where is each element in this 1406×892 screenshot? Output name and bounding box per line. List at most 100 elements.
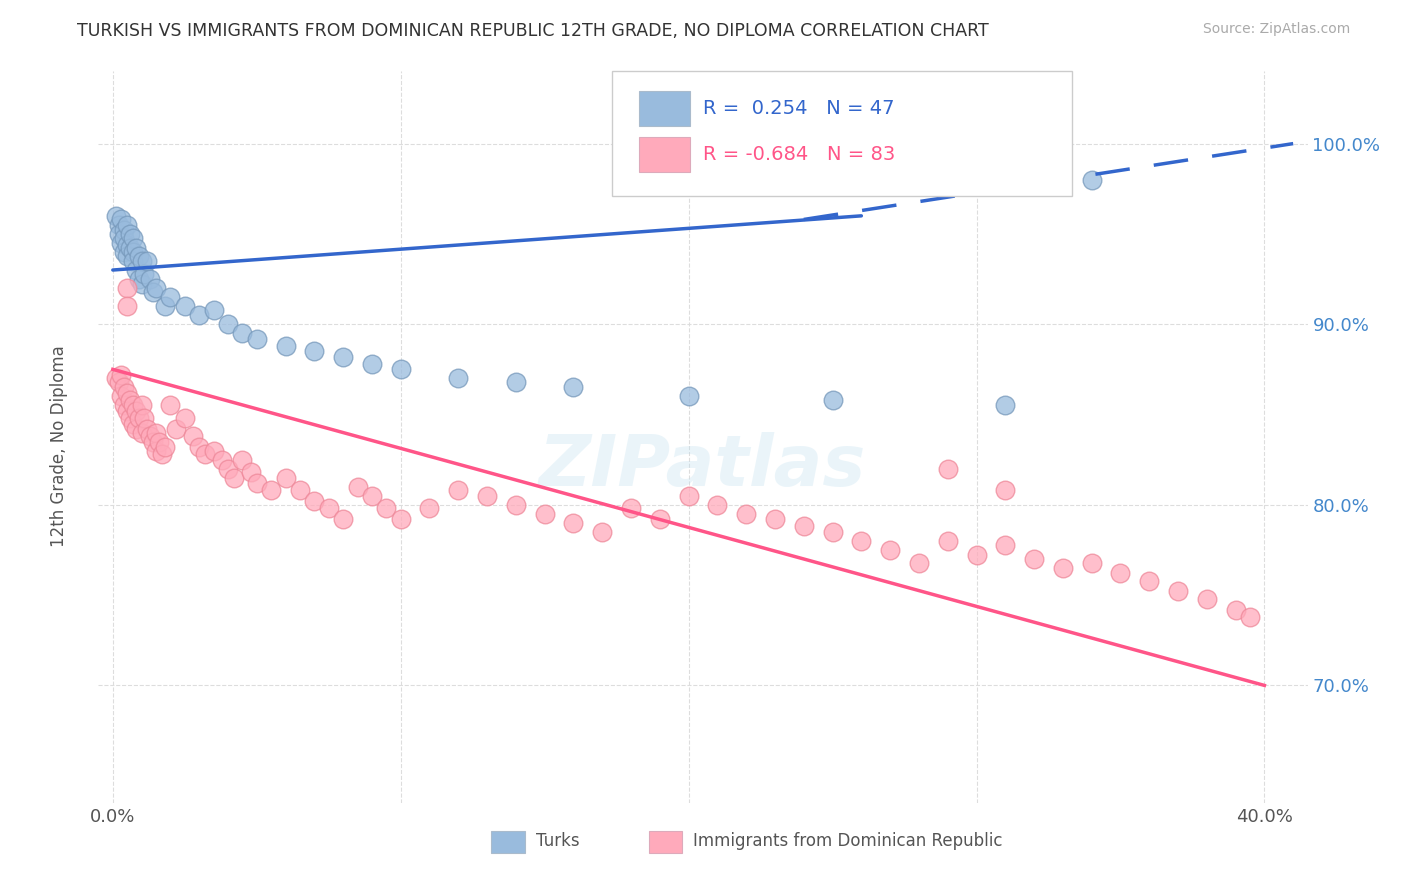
Point [231,452,253,467]
Point [288,483,311,498]
Point [188,308,211,322]
Point [120,227,142,241]
Point [994,399,1017,413]
Point [128,272,150,286]
Point [115,404,138,418]
Point [122,417,145,431]
Point [994,537,1017,551]
Point [110,389,132,403]
Text: 12th Grade, No Diploma: 12th Grade, No Diploma [51,345,67,547]
Point [112,244,135,259]
Point [246,332,269,346]
Point [125,263,148,277]
Point [125,422,148,436]
Point [122,254,145,268]
Bar [492,830,526,853]
Point [139,429,162,443]
Point [222,471,245,485]
Point [112,223,135,237]
Point [994,483,1017,498]
Bar [638,91,690,127]
Point [159,290,181,304]
Point [104,371,127,385]
Point [505,498,527,512]
Point [165,422,187,436]
Point [1195,591,1218,606]
Point [793,519,815,533]
Point [447,371,470,385]
Point [131,254,153,268]
Point [1239,609,1261,624]
Point [134,267,156,281]
Point [418,501,440,516]
Point [447,483,470,498]
Point [231,326,253,341]
Point [110,212,132,227]
Point [115,299,138,313]
Point [128,249,150,263]
Point [274,471,297,485]
Point [112,380,135,394]
Point [332,512,354,526]
Text: Immigrants from Dominican Republic: Immigrants from Dominican Republic [693,832,1002,850]
Point [304,494,326,508]
Point [304,344,326,359]
Point [150,447,173,461]
Point [139,272,162,286]
Point [188,440,211,454]
Point [879,543,901,558]
Point [112,230,135,244]
Point [128,411,150,425]
Point [1109,566,1132,581]
Point [122,230,145,244]
Point [136,422,159,436]
Point [361,357,384,371]
Point [115,249,138,263]
Point [115,237,138,252]
Point [120,392,142,407]
Point [332,350,354,364]
Point [1225,602,1247,616]
Point [131,399,153,413]
Point [217,317,239,331]
Point [648,512,671,526]
Point [1022,552,1045,566]
Point [142,434,165,449]
Point [173,411,195,425]
Point [591,524,613,539]
Point [375,501,398,516]
Text: Source: ZipAtlas.com: Source: ZipAtlas.com [1202,22,1350,37]
Point [966,549,988,563]
Point [246,476,269,491]
Point [120,411,142,425]
Point [115,281,138,295]
Point [678,389,700,403]
Point [678,489,700,503]
Point [821,392,844,407]
Text: ZIPatlas: ZIPatlas [540,432,866,500]
Point [134,411,156,425]
Point [318,501,340,516]
Point [145,425,167,440]
Point [159,399,181,413]
Point [274,339,297,353]
FancyBboxPatch shape [613,71,1071,195]
Point [107,375,129,389]
Point [1167,584,1189,599]
Point [361,489,384,503]
Point [125,241,148,255]
Point [475,489,498,503]
Point [153,299,176,313]
Point [346,480,368,494]
Point [735,507,758,521]
Point [145,281,167,295]
Point [1137,574,1160,588]
Point [122,244,145,259]
Text: Turks: Turks [536,832,579,850]
Point [706,498,728,512]
Point [115,385,138,400]
Point [1080,172,1102,186]
Bar [638,137,690,172]
Point [1080,556,1102,570]
Point [107,218,129,232]
